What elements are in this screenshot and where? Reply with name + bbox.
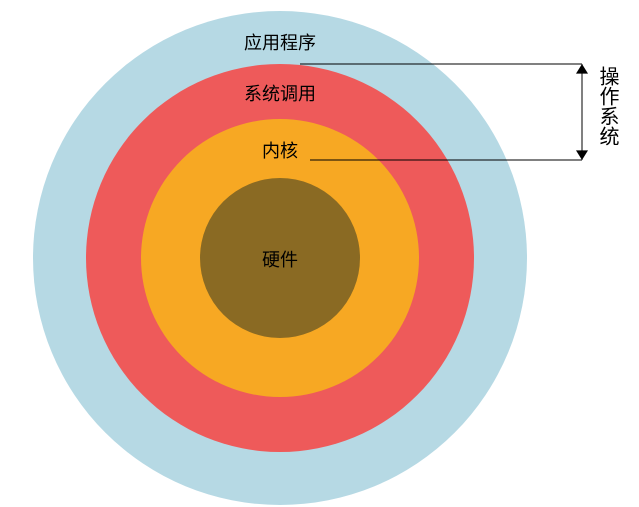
ring-label-kernel: 内核 [141,137,419,163]
diagram-stage: 应用程序 系统调用 内核 硬件 操作系统 [0,0,639,507]
ring-hardware: 硬件 [200,178,360,338]
ring-label-syscalls: 系统调用 [86,80,474,106]
ring-label-applications: 应用程序 [33,29,527,55]
bracket-label-os: 操作系统 [596,66,618,146]
ring-label-hardware: 硬件 [200,246,360,272]
